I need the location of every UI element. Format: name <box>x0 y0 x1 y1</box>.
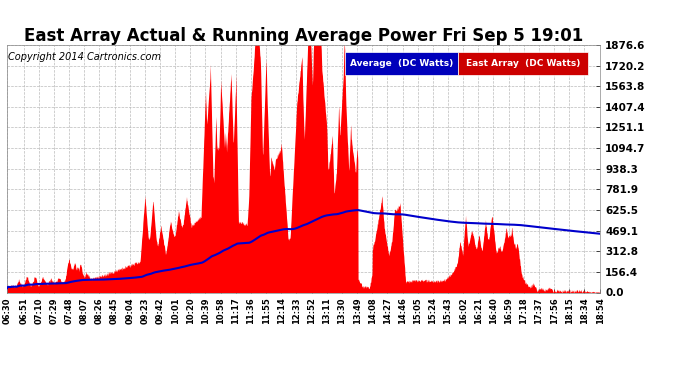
FancyBboxPatch shape <box>345 53 458 75</box>
FancyBboxPatch shape <box>458 53 589 75</box>
Text: Average  (DC Watts): Average (DC Watts) <box>350 59 453 68</box>
Text: Copyright 2014 Cartronics.com: Copyright 2014 Cartronics.com <box>8 53 161 62</box>
Text: East Array  (DC Watts): East Array (DC Watts) <box>466 59 580 68</box>
Title: East Array Actual & Running Average Power Fri Sep 5 19:01: East Array Actual & Running Average Powe… <box>24 27 583 45</box>
